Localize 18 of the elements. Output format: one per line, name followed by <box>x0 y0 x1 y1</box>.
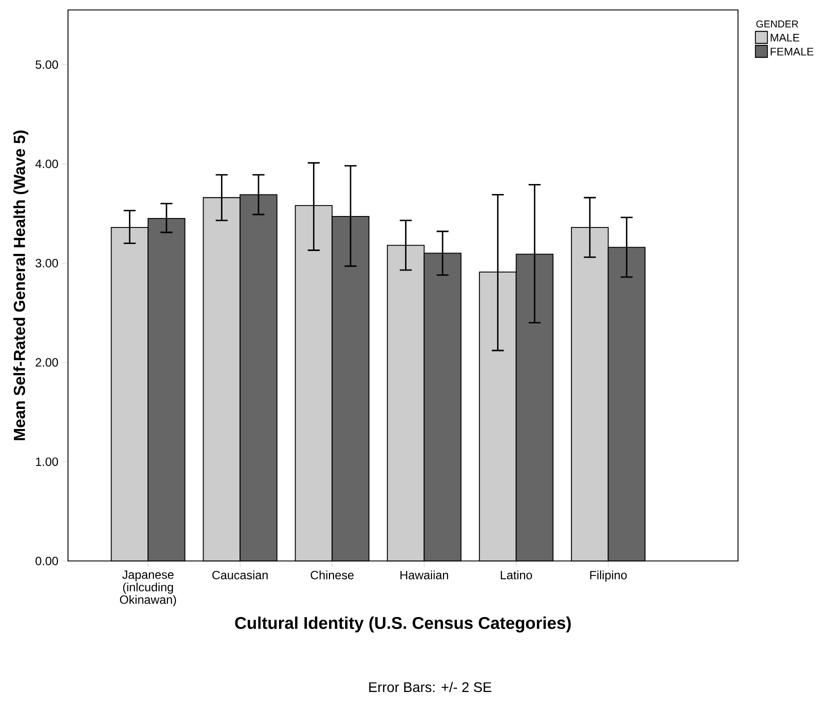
legend-label: FEMALE <box>770 48 814 56</box>
y-tick-label: 0.00 <box>36 556 58 566</box>
x-tick-label: Hawaiian <box>400 570 448 580</box>
x-axis-title: Cultural Identity (U.S. Census Categories) <box>235 616 571 632</box>
y-tick-label: 2.00 <box>36 358 58 367</box>
y-tick-label: 4.00 <box>35 160 58 168</box>
x-tick-label: Latino <box>500 570 532 580</box>
y-tick-label: 1.00 <box>36 457 58 466</box>
y-tick-label: 3.00 <box>36 258 58 268</box>
legend-title: GENDER <box>756 20 798 28</box>
y-axis-title: Mean Self-Rated General Health (Wave 5) <box>13 130 28 440</box>
x-tick-label: Chinese <box>310 570 354 580</box>
x-tick-label: Japanese (inlcuding Okinawan) <box>120 570 176 606</box>
y-tick-label: 5.00 <box>36 60 58 69</box>
text: Error Bars: +/- 2 SE <box>369 682 492 692</box>
x-tick-label: Caucasian <box>212 570 268 580</box>
x-tick-label: Filipino <box>590 570 627 582</box>
legend-label: MALE <box>770 34 800 42</box>
